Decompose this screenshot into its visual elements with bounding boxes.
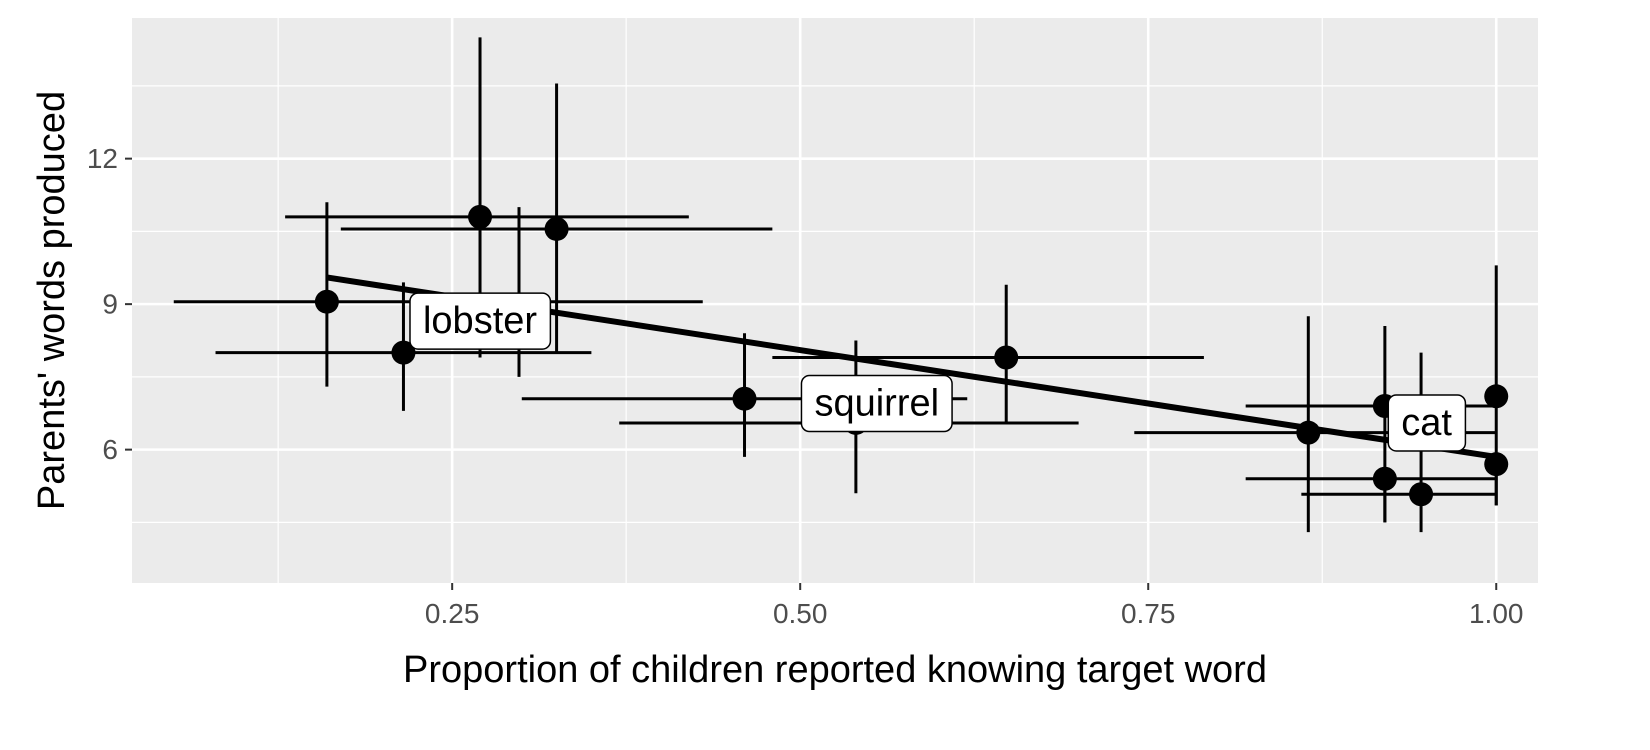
x-tick-label: 0.25	[425, 598, 480, 629]
word-label-box	[1387, 394, 1467, 452]
data-point	[1409, 482, 1434, 507]
x-tick-label: 0.75	[1121, 598, 1176, 629]
x-axis: 0.25 0.50 0.75 1.00	[425, 583, 1524, 629]
data-point	[732, 386, 757, 411]
data-point	[391, 340, 416, 365]
word-label-text: squirrel	[814, 383, 939, 425]
major-gridlines	[132, 18, 1538, 583]
y-axis: 6 9 12	[87, 143, 132, 465]
x-axis-title: Proportion of children reported knowing …	[403, 649, 1267, 691]
y-tick-label: 6	[102, 434, 118, 465]
y-tick-label: 9	[102, 289, 118, 320]
word-label-box	[409, 292, 552, 350]
y-tick-label: 12	[87, 143, 118, 174]
y-axis-title: Parents' words produced	[31, 91, 73, 510]
word-label-text: lobster	[423, 300, 537, 342]
word-label-box	[800, 374, 953, 433]
word-labels: lobster squirrel cat	[409, 292, 1467, 452]
data-point	[1484, 452, 1509, 477]
word-label: cat	[1387, 394, 1467, 452]
x-tick-label: 0.50	[773, 598, 828, 629]
word-label: squirrel	[800, 374, 953, 433]
data-point	[544, 216, 569, 241]
x-tick-label: 1.00	[1469, 598, 1524, 629]
data-point	[1372, 466, 1397, 491]
data-point	[1296, 420, 1321, 445]
data-point	[314, 289, 339, 314]
word-label-text: cat	[1401, 402, 1452, 444]
data-point	[994, 345, 1019, 370]
word-label: lobster	[409, 292, 552, 350]
data-points	[314, 204, 1509, 507]
data-point	[1484, 384, 1509, 409]
data-point	[468, 204, 493, 229]
